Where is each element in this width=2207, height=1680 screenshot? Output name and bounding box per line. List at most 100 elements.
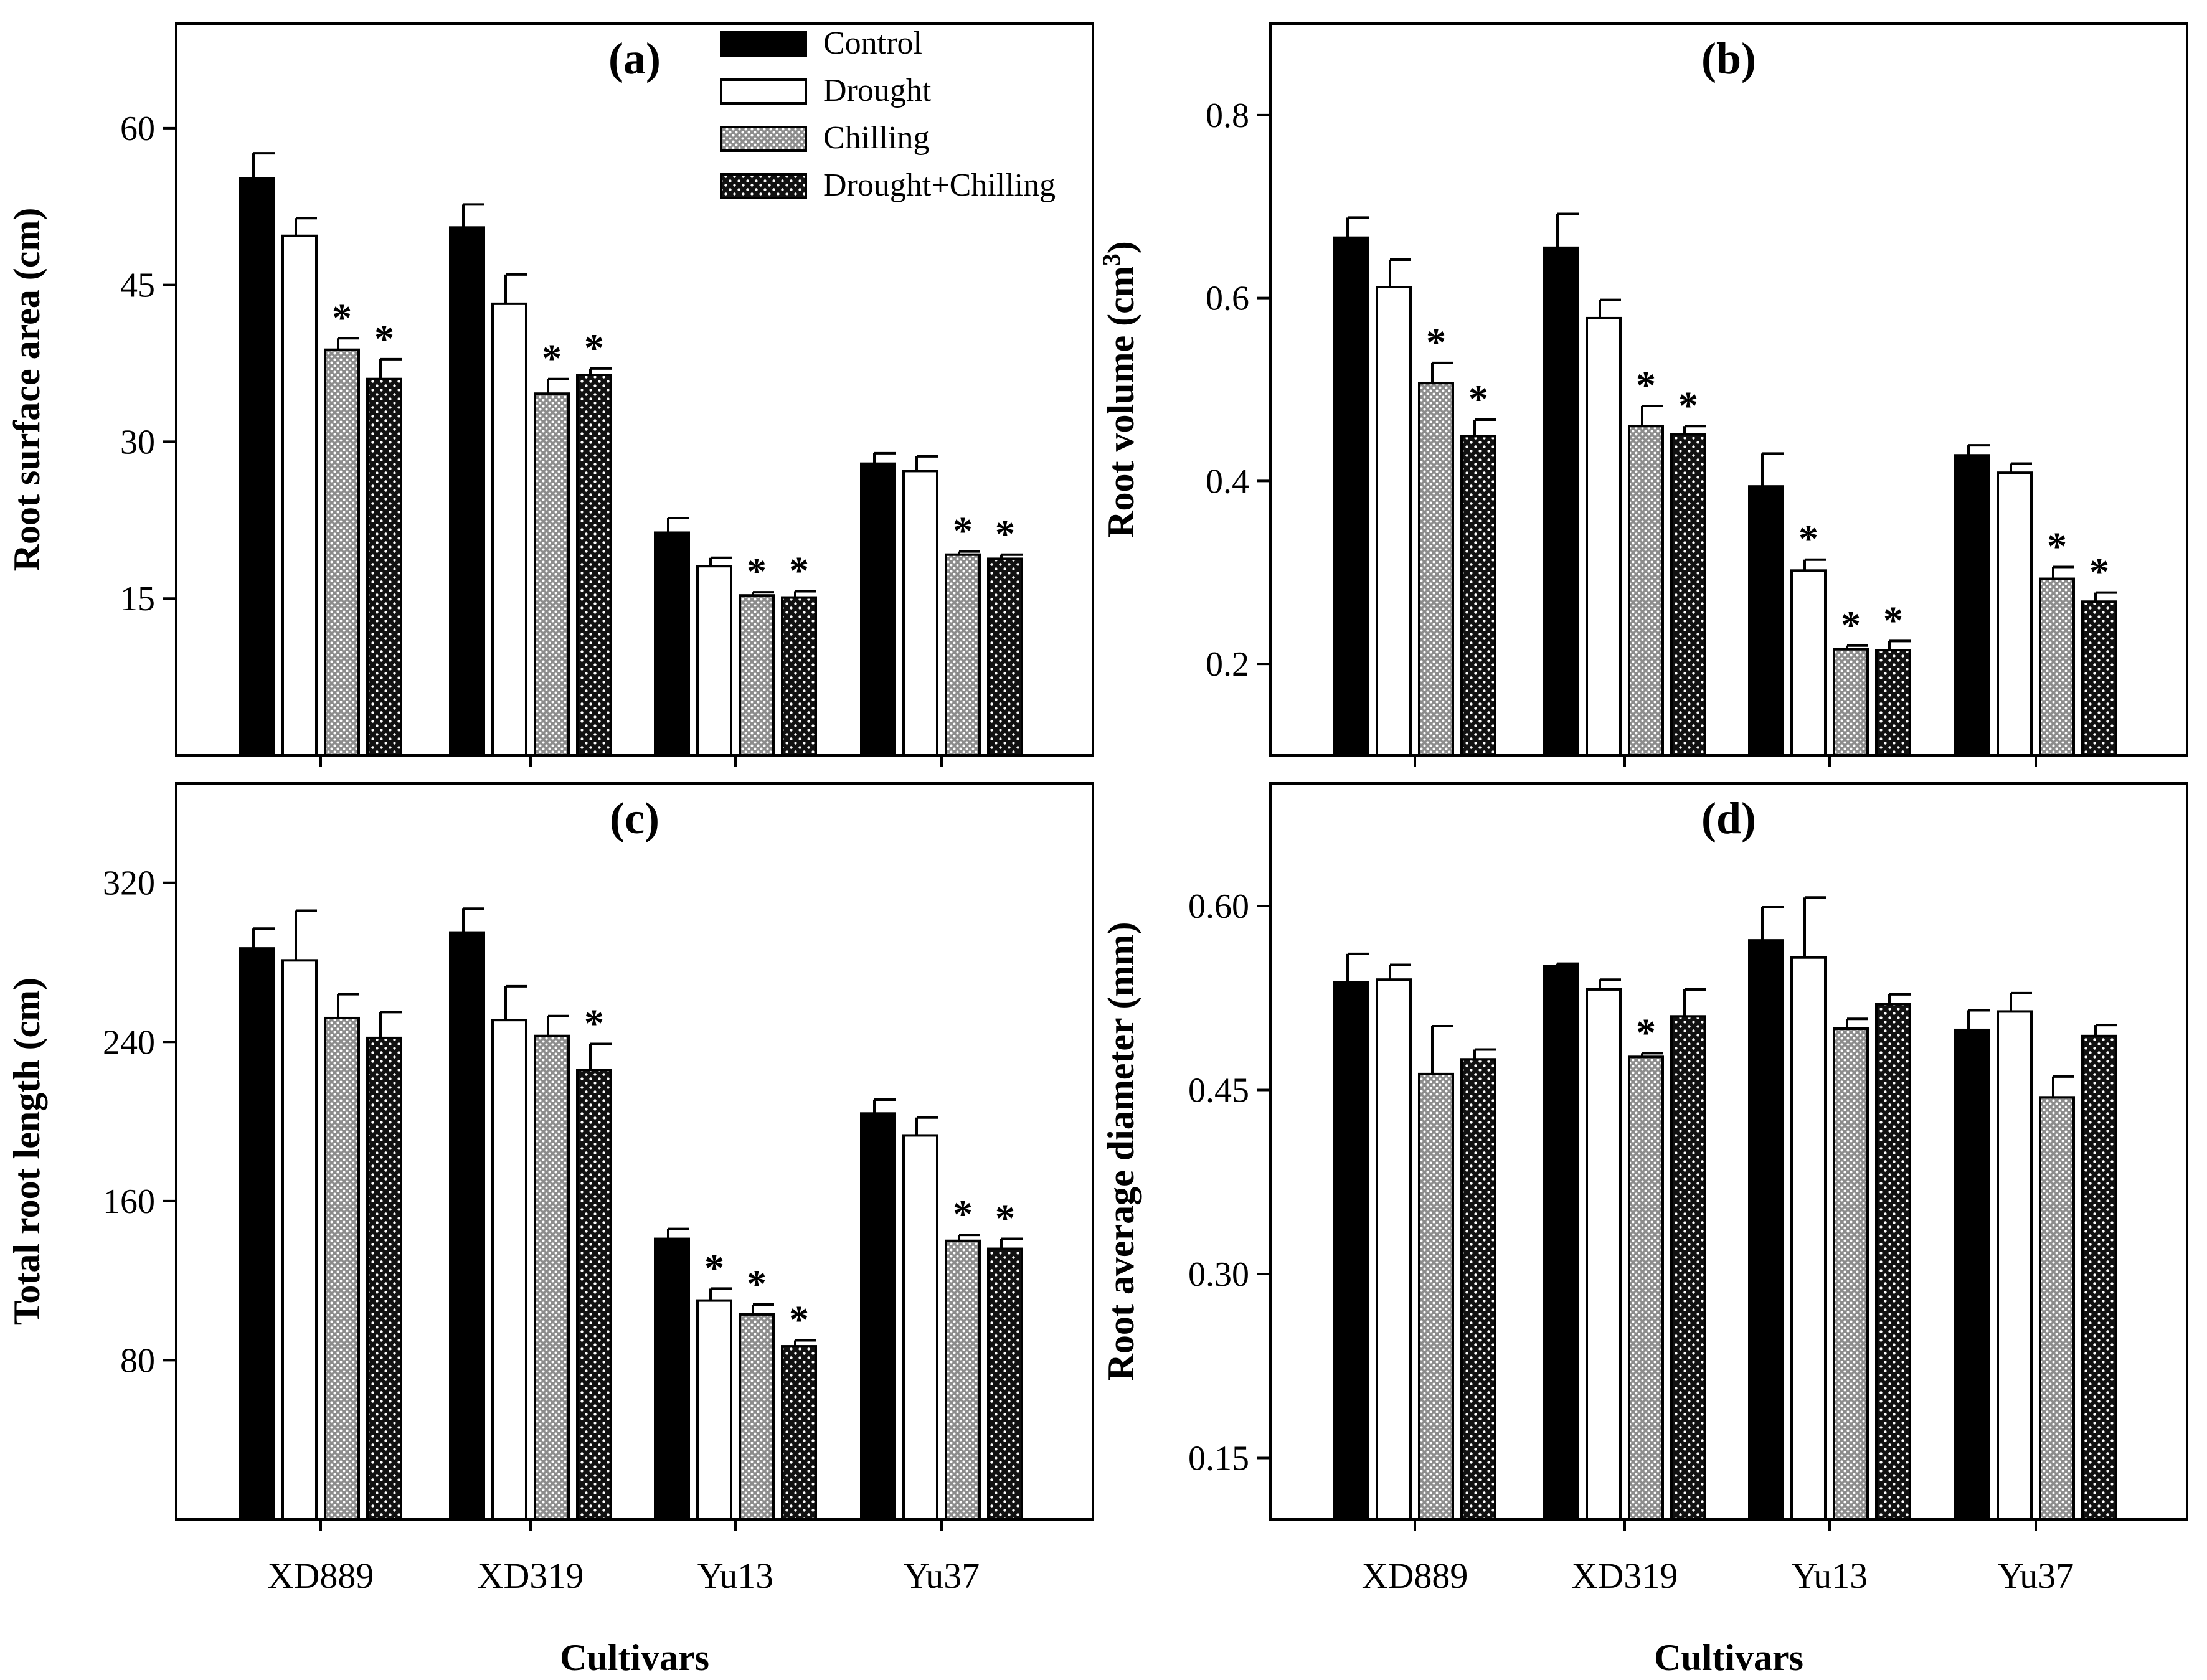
- bar-control-xd889: [1333, 236, 1369, 757]
- x-tick-label: XD889: [1362, 1555, 1468, 1596]
- bar-control-yu37: [1954, 454, 1990, 757]
- bar-control-yu13: [654, 531, 690, 757]
- x-axis-title: Cultivars: [1654, 1637, 1803, 1678]
- panel-4: 0.15 0.30 0.45 0.60 (d) Root average diameter…: [1100, 782, 2188, 1678]
- significance-star: *: [584, 1001, 604, 1045]
- panel-3: 80 160 240 320 (c) Total root length (cm) XD88…: [6, 782, 1094, 1678]
- bar-drought-chilling-xd319: [1670, 433, 1706, 757]
- bar-drought-yu13: [1790, 956, 1827, 1521]
- legend-swatch-drought: [720, 78, 807, 105]
- plot-frame: [175, 782, 1094, 1521]
- bar-drought-chilling-xd319: [576, 374, 612, 757]
- bar-drought-chilling-yu13: [781, 596, 817, 757]
- panel-1: 15 30 45 60 (a) Root surface area (cm) * * * * * * *…: [6, 22, 1094, 767]
- plot-frame: [175, 22, 1094, 757]
- y-tick-label: 0.15: [1188, 1440, 1249, 1478]
- bar-drought-yu13: [1790, 569, 1827, 757]
- significance-star: *: [1426, 320, 1446, 364]
- bar-control-yu37: [1954, 1028, 1990, 1521]
- y-tick-label: 0.30: [1188, 1255, 1249, 1294]
- bar-chilling-xd889: [324, 348, 360, 757]
- bar-drought-chilling-yu13: [1875, 649, 1911, 757]
- bar-chilling-yu37: [2039, 1096, 2075, 1521]
- panel-label: (b): [1701, 34, 1756, 83]
- legend-label-drought-chilling: Drought+Chilling: [823, 168, 1056, 203]
- bar-control-yu13: [654, 1237, 690, 1521]
- significance-star: *: [2047, 524, 2067, 568]
- bar-drought-yu37: [902, 470, 938, 757]
- bar-chilling-xd889: [324, 1016, 360, 1521]
- bar-drought-chilling-xd889: [1460, 435, 1496, 757]
- legend: Control Drought Chilling Drought+Chilling: [720, 26, 1056, 203]
- bar-drought-chilling-yu37: [987, 557, 1023, 757]
- y-tick-label: 0.45: [1188, 1072, 1249, 1110]
- significance-star: *: [747, 549, 767, 593]
- bar-drought-xd889: [281, 234, 318, 757]
- bar-chilling-yu37: [2039, 577, 2075, 757]
- x-tick-label: XD319: [1572, 1555, 1678, 1596]
- bar-drought-xd319: [1586, 316, 1622, 757]
- y-axis-title: Root surface area (cm): [6, 208, 47, 572]
- bar-control-yu37: [860, 462, 896, 757]
- bar-control-xd889: [239, 177, 275, 757]
- significance-star: *: [995, 512, 1015, 556]
- legend-label-drought: Drought: [823, 73, 932, 108]
- bar-control-xd319: [449, 226, 485, 757]
- plot-frame: [1269, 782, 2188, 1521]
- significance-star: *: [1883, 598, 1903, 642]
- y-axis-title: Root average diameter (mm): [1100, 922, 1141, 1381]
- bar-chilling-yu13: [739, 594, 775, 757]
- bar-drought-yu37: [1997, 1010, 2033, 1521]
- bar-chilling-xd319: [1628, 1055, 1664, 1521]
- bar-drought-chilling-yu37: [2081, 1034, 2117, 1521]
- significance-star: *: [1636, 1010, 1656, 1054]
- y-axis-title-superscript: 3: [1097, 253, 1125, 266]
- y-tick-label: 240: [103, 1023, 155, 1062]
- x-tick-label: Yu13: [697, 1555, 773, 1596]
- bar-drought-chilling-yu13: [781, 1345, 817, 1521]
- bar-drought-xd319: [491, 302, 527, 757]
- bar-drought-chilling-xd889: [366, 377, 402, 757]
- significance-star: *: [1798, 517, 1818, 561]
- y-axis-title: Total root length (cm): [6, 978, 47, 1325]
- panel-label: (c): [610, 793, 659, 843]
- bar-chilling-xd319: [1628, 425, 1664, 757]
- bar-chilling-xd889: [1418, 1072, 1454, 1521]
- significance-star: *: [953, 1192, 973, 1236]
- bar-drought-chilling-yu13: [1875, 1003, 1911, 1521]
- bar-control-yu13: [1748, 939, 1784, 1521]
- significance-star: *: [332, 295, 352, 339]
- bar-drought-xd889: [1376, 978, 1412, 1521]
- bar-chilling-xd889: [1418, 382, 1454, 757]
- plot-frame: [1269, 22, 2188, 757]
- panel-label: (d): [1701, 793, 1756, 843]
- x-tick-label: XD319: [478, 1555, 584, 1596]
- bar-control-yu13: [1748, 485, 1784, 757]
- y-tick-label: 320: [103, 864, 155, 903]
- y-axis-title: Root volume (cm3): [1097, 241, 1142, 538]
- bar-control-xd889: [1333, 981, 1369, 1521]
- bar-drought-chilling-xd319: [576, 1069, 612, 1521]
- bar-control-yu37: [860, 1112, 896, 1521]
- significance-star: *: [2089, 550, 2109, 594]
- bar-chilling-yu13: [1833, 1027, 1869, 1521]
- x-tick-label: Yu37: [904, 1555, 980, 1596]
- x-tick-label: XD889: [268, 1555, 374, 1596]
- significance-star: *: [1468, 377, 1488, 421]
- y-tick-label: 160: [103, 1182, 155, 1221]
- significance-star: *: [789, 1297, 809, 1341]
- significance-star: *: [584, 326, 604, 370]
- x-tick-label: Yu37: [1998, 1555, 2074, 1596]
- bar-drought-yu37: [902, 1134, 938, 1521]
- y-tick-label: 15: [120, 580, 155, 618]
- significance-star: *: [704, 1245, 724, 1290]
- significance-star: *: [747, 1262, 767, 1306]
- x-axis-title: Cultivars: [560, 1637, 709, 1678]
- panel-2: 0.2 0.4 0.6 0.8 (b) Root volume (cm3) * * * * * * * *…: [1097, 22, 2188, 767]
- y-tick-label: 0.6: [1206, 280, 1249, 318]
- bar-chilling-yu37: [945, 553, 981, 757]
- bar-drought-yu37: [1997, 471, 2033, 757]
- bar-drought-xd319: [491, 1019, 527, 1521]
- significance-star: *: [374, 316, 394, 361]
- significance-star: *: [1841, 603, 1861, 647]
